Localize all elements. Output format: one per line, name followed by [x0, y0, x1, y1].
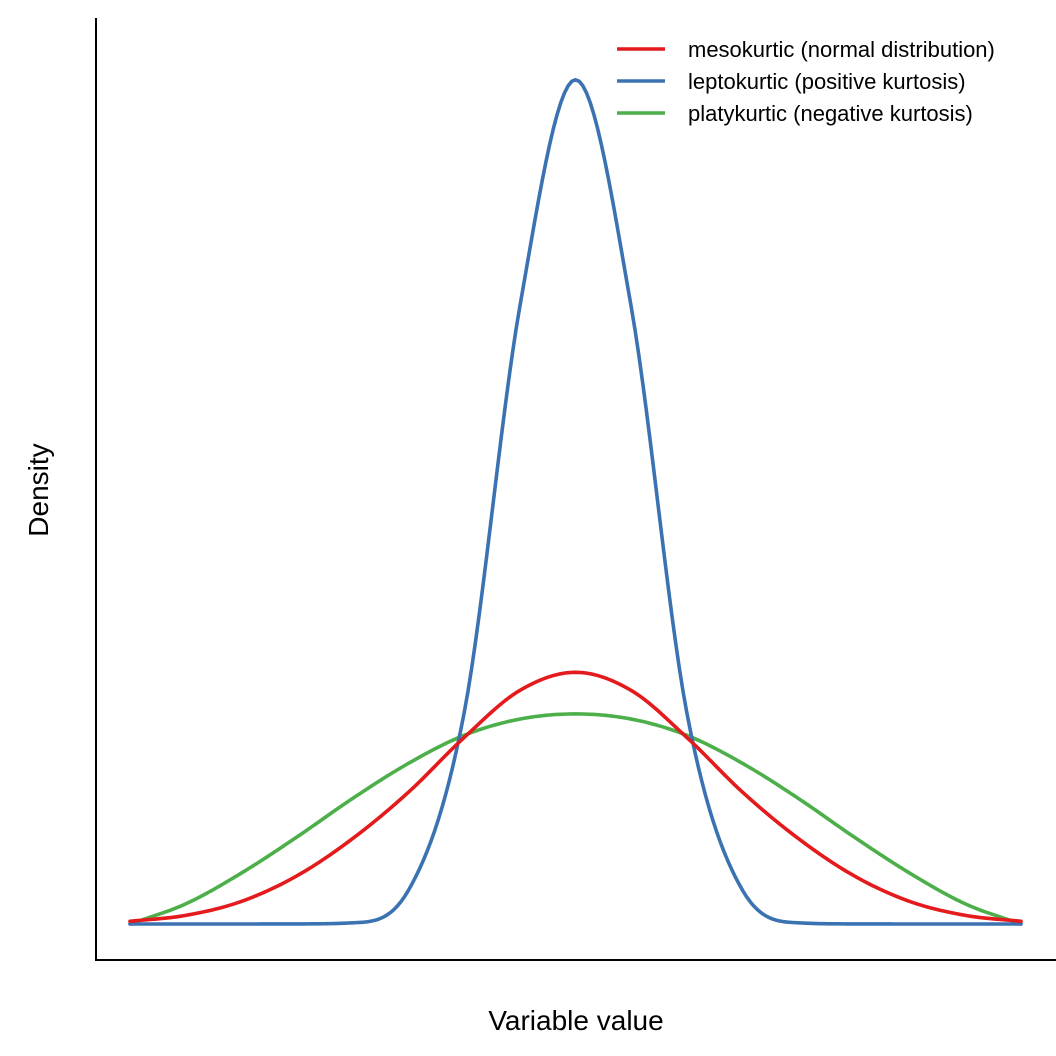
series-line-leptokurtic	[128, 77, 1023, 926]
series-line-mesokurtic	[128, 670, 1023, 924]
series-line-platykurtic	[128, 712, 1023, 926]
legend-label-leptokurtic: leptokurtic (positive kurtosis)	[688, 69, 966, 94]
legend-label-mesokurtic: mesokurtic (normal distribution)	[688, 37, 995, 62]
legend-label-platykurtic: platykurtic (negative kurtosis)	[688, 101, 973, 126]
legend: mesokurtic (normal distribution) leptoku…	[617, 37, 995, 126]
x-axis-title: Variable value	[488, 1005, 663, 1036]
curves-layer	[128, 77, 1023, 926]
y-axis-title: Density	[23, 443, 54, 536]
